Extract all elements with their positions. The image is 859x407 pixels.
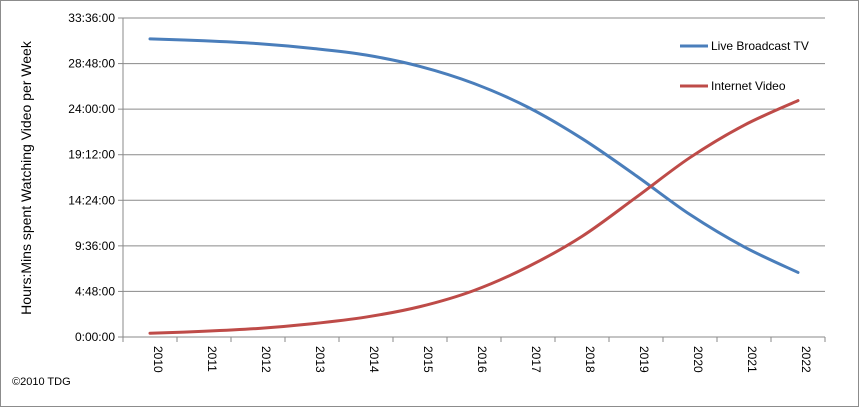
y-tick-label: 33:36:00: [68, 11, 115, 25]
x-tick-label: 2021: [745, 346, 759, 373]
y-tick-label: 14:24:00: [68, 193, 115, 207]
legend-label-1: Internet Video: [711, 79, 786, 93]
y-tick-label: 28:48:00: [68, 57, 115, 71]
y-tick-label: 4:48:00: [75, 284, 115, 298]
series-line-0: [148, 37, 800, 274]
y-axis-tick-labels: 0:00:00 4:48:00 9:36:00 14:24:00 19:12:00 24:…: [68, 11, 115, 344]
x-tick-label: 2022: [799, 346, 813, 373]
x-axis-tick-labels: 2010 2011 2012 2013 2014 2015 2016 2017 2018 2019…: [151, 346, 813, 373]
x-tick-label: 2012: [259, 346, 273, 373]
y-axis-label: Hours:Mins spent Watching Video per Week: [18, 40, 34, 315]
series-lines: [148, 37, 800, 335]
x-tick-label: 2016: [475, 346, 489, 373]
x-tick-label: 2017: [529, 346, 543, 373]
y-tick-label: 19:12:00: [68, 148, 115, 162]
legend: Live Broadcast TV Internet Video: [680, 39, 809, 93]
gridlines: [123, 17, 825, 292]
x-tick-label: 2010: [151, 346, 165, 373]
copyright-note: ©2010 TDG: [12, 376, 71, 388]
x-tick-label: 2020: [691, 346, 705, 373]
x-tick-label: 2013: [313, 346, 327, 373]
axes: [118, 17, 826, 342]
y-tick-label: 9:36:00: [75, 239, 115, 253]
x-tick-label: 2015: [421, 346, 435, 373]
x-tick-label: 2018: [583, 346, 597, 373]
x-tick-label: 2014: [367, 346, 381, 373]
y-tick-label: 0:00:00: [75, 330, 115, 344]
x-tick-label: 2011: [205, 346, 219, 372]
legend-label-0: Live Broadcast TV: [711, 39, 809, 53]
y-tick-label: 24:00:00: [68, 102, 115, 116]
x-tick-label: 2019: [637, 346, 651, 373]
series-line-1: [148, 99, 800, 335]
